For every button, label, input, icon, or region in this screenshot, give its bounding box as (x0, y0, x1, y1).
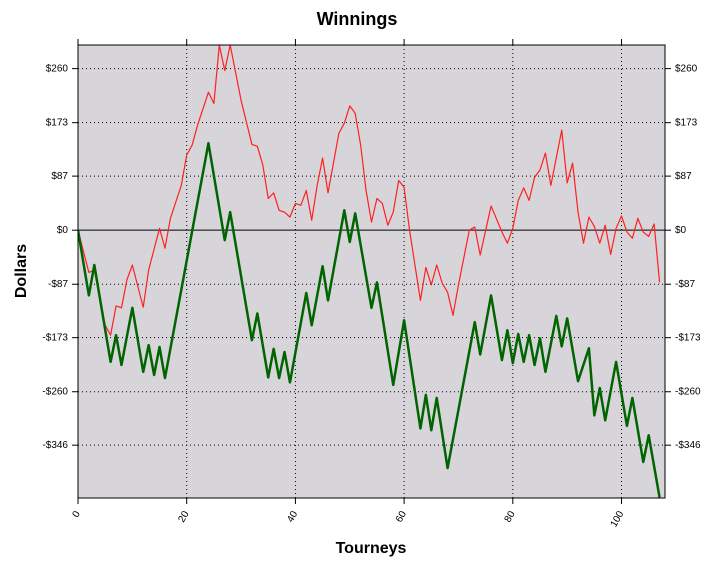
y-axis-label: Dollars (13, 244, 30, 298)
lines (78, 45, 661, 498)
y-tick-label: $173 (46, 117, 69, 128)
y-tick-label: $87 (51, 171, 68, 182)
y-tick-label: -$346 (42, 440, 68, 451)
y-tick-label: -$260 (42, 386, 68, 397)
series-line (78, 141, 661, 498)
y2-tick-label: $260 (675, 63, 698, 74)
y2-tick-label: $0 (675, 225, 687, 236)
y-tick-label: $260 (46, 63, 69, 74)
y-tick-label: $0 (57, 225, 69, 236)
series-line (78, 45, 661, 336)
x-tick-label: 20 (176, 509, 191, 525)
x-tick-label: 80 (503, 509, 518, 525)
x-axis-label: Tourneys (336, 540, 407, 557)
plot-area (78, 45, 665, 498)
x-tick-label: 100 (609, 509, 627, 529)
y2-tick-label: -$260 (675, 386, 701, 397)
grid (77, 45, 665, 498)
y-tick-label: -$87 (48, 279, 68, 290)
y2-tick-label: -$87 (675, 279, 695, 290)
y2-tick-label: $87 (675, 171, 692, 182)
chart-title: Winnings (317, 9, 398, 29)
x-tick-label: 0 (71, 509, 84, 520)
x-tick-label: 60 (394, 509, 409, 525)
y2-tick-label: -$346 (675, 440, 701, 451)
y2-tick-label: $173 (675, 117, 698, 128)
x-tick-label: 40 (285, 509, 300, 525)
y2-tick-label: -$173 (675, 332, 701, 343)
plot-frame (77, 44, 666, 499)
y-tick-label: -$173 (42, 332, 68, 343)
